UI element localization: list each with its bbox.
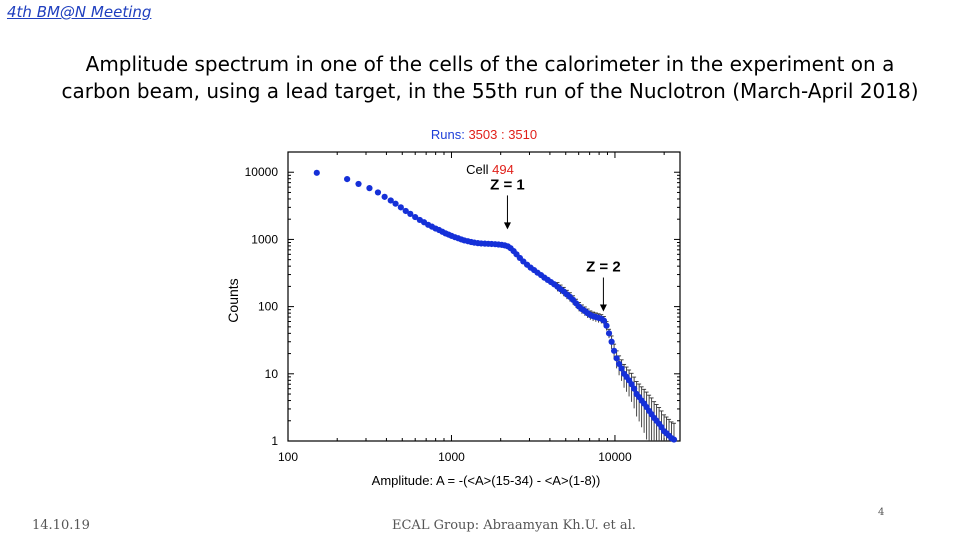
slide-title: Amplitude spectrum in one of the cells o… xyxy=(60,51,920,105)
data-point xyxy=(397,204,404,211)
annotation-arrowhead xyxy=(599,304,607,312)
cell-label-prefix: Cell xyxy=(466,162,492,177)
data-point xyxy=(407,210,414,217)
x-tick-label: 100 xyxy=(278,450,298,464)
plot-frame xyxy=(287,151,681,442)
data-point xyxy=(631,385,638,392)
x-tick-label: 1000 xyxy=(438,450,465,464)
data-point xyxy=(344,176,351,183)
data-point xyxy=(402,207,409,215)
y-axis-label: Counts xyxy=(225,278,241,322)
footer-date: 14.10.19 xyxy=(32,518,90,533)
data-point xyxy=(366,185,373,192)
annotation-arrowhead xyxy=(503,222,511,230)
data-point xyxy=(608,338,615,345)
title-line-2: carbon beam, using a lead target, in the… xyxy=(61,79,919,103)
cell-label: Cell 494 xyxy=(466,162,514,177)
data-point xyxy=(628,381,635,388)
data-point xyxy=(374,189,382,196)
annotation-label: Z = 1 xyxy=(490,176,525,193)
chart-title-prefix: Runs: xyxy=(431,127,469,142)
page-number: 4 xyxy=(878,507,885,518)
conference-label: 4th BM@N Meeting xyxy=(7,3,152,21)
data-point xyxy=(600,317,608,324)
data-point xyxy=(613,355,620,362)
data-point xyxy=(610,347,618,354)
data-point xyxy=(618,365,625,372)
footer-group: ECAL Group: Abraamyan Kh.U. et al. xyxy=(392,518,636,533)
data-point xyxy=(313,169,320,176)
y-tick-label: 10 xyxy=(265,367,279,381)
y-tick-label: 1 xyxy=(271,434,278,448)
annotation-label: Z = 2 xyxy=(586,259,621,276)
y-tick-label: 1000 xyxy=(251,232,278,246)
x-axis-label: Amplitude: A = -(<A>(15-34) - <A>(1-8)) xyxy=(372,473,601,488)
chart-title-runs: 3503 : 3510 xyxy=(468,127,537,142)
y-tick-label: 100 xyxy=(258,300,278,314)
data-point xyxy=(355,180,362,188)
data-point xyxy=(387,197,394,204)
title-line-1: Amplitude spectrum in one of the cells o… xyxy=(85,52,895,76)
cell-number: 494 xyxy=(492,162,514,177)
x-tick-label: 10000 xyxy=(598,450,632,464)
y-tick-label: 10000 xyxy=(245,165,279,179)
data-point xyxy=(605,330,613,337)
chart-title: Runs: 3503 : 3510 xyxy=(431,127,537,142)
data-point xyxy=(392,200,399,207)
data-point xyxy=(670,436,678,443)
data-point xyxy=(381,193,388,200)
data-point xyxy=(412,213,419,221)
data-point xyxy=(603,322,610,329)
